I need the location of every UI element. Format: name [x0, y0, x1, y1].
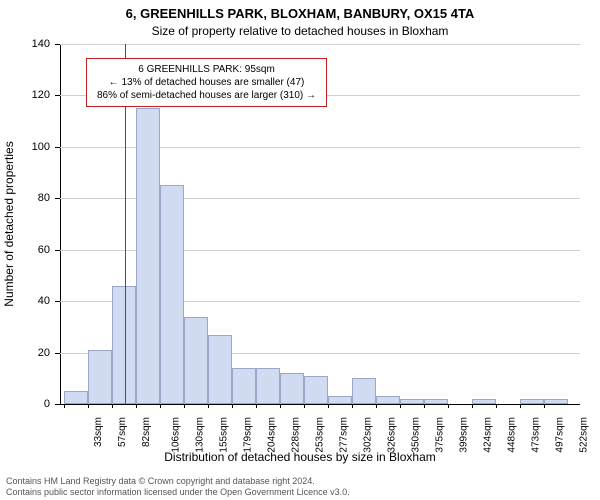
footer-line-2: Contains public sector information licen…	[6, 487, 350, 498]
x-tick-label: 399sqm	[460, 417, 470, 453]
y-tick-mark	[55, 301, 60, 302]
x-axis-line	[60, 404, 580, 405]
x-tick-mark	[496, 404, 497, 408]
x-tick-label: 33sqm	[94, 417, 104, 447]
bar	[136, 108, 160, 404]
x-tick-mark	[520, 404, 521, 408]
x-tick-mark	[232, 404, 233, 408]
y-tick-mark	[55, 95, 60, 96]
x-tick-mark	[136, 404, 137, 408]
y-tick-label: 0	[0, 399, 50, 410]
x-tick-label: 448sqm	[508, 417, 518, 453]
x-tick-mark	[208, 404, 209, 408]
footer: Contains HM Land Registry data © Crown c…	[6, 476, 350, 498]
plot-area: 6 GREENHILLS PARK: 95sqm ← 13% of detach…	[60, 44, 580, 404]
y-axis-label: Number of detached properties	[2, 141, 16, 306]
x-tick-label: 424sqm	[484, 417, 494, 453]
chart-title: 6, GREENHILLS PARK, BLOXHAM, BANBURY, OX…	[0, 6, 600, 21]
x-tick-label: 350sqm	[412, 417, 422, 453]
x-tick-label: 204sqm	[268, 417, 278, 453]
y-tick-label: 120	[0, 90, 50, 101]
x-tick-mark	[424, 404, 425, 408]
bar	[376, 396, 400, 404]
x-tick-label: 228sqm	[292, 417, 302, 453]
x-tick-mark	[328, 404, 329, 408]
bar	[208, 335, 232, 404]
bar	[184, 317, 208, 404]
bar	[472, 399, 496, 404]
x-tick-mark	[160, 404, 161, 408]
y-tick-mark	[55, 44, 60, 45]
x-tick-label: 82sqm	[142, 417, 152, 447]
annotation-line-2: ← 13% of detached houses are smaller (47…	[97, 76, 316, 89]
bar	[424, 399, 448, 404]
bar	[352, 378, 376, 404]
x-tick-mark	[376, 404, 377, 408]
x-tick-mark	[352, 404, 353, 408]
x-tick-label: 57sqm	[118, 417, 128, 447]
x-tick-mark	[184, 404, 185, 408]
x-tick-label: 326sqm	[388, 417, 398, 453]
chart-container: 6, GREENHILLS PARK, BLOXHAM, BANBURY, OX…	[0, 0, 600, 500]
x-tick-label: 253sqm	[316, 417, 326, 453]
y-tick-mark	[55, 404, 60, 405]
bar	[256, 368, 280, 404]
bar	[544, 399, 568, 404]
x-tick-label: 302sqm	[364, 417, 374, 453]
x-tick-label: 106sqm	[172, 417, 182, 453]
x-tick-label: 375sqm	[436, 417, 446, 453]
annotation-line-1: 6 GREENHILLS PARK: 95sqm	[97, 63, 316, 76]
annotation-line-3: 86% of semi-detached houses are larger (…	[97, 89, 316, 102]
x-tick-label: 497sqm	[556, 417, 566, 453]
bar	[520, 399, 544, 404]
bar	[304, 376, 328, 404]
x-tick-mark	[256, 404, 257, 408]
bar	[160, 185, 184, 404]
bar	[88, 350, 112, 404]
bar	[64, 391, 88, 404]
x-tick-mark	[304, 404, 305, 408]
y-tick-mark	[55, 353, 60, 354]
y-tick-label: 140	[0, 39, 50, 50]
x-tick-mark	[280, 404, 281, 408]
x-tick-label: 277sqm	[340, 417, 350, 453]
x-axis-label: Distribution of detached houses by size …	[0, 450, 600, 464]
x-tick-mark	[112, 404, 113, 408]
x-tick-mark	[400, 404, 401, 408]
bar	[400, 399, 424, 404]
x-tick-label: 522sqm	[580, 417, 590, 453]
x-tick-mark	[64, 404, 65, 408]
x-tick-mark	[448, 404, 449, 408]
y-tick-label: 20	[0, 348, 50, 359]
footer-line-1: Contains HM Land Registry data © Crown c…	[6, 476, 350, 487]
x-tick-label: 473sqm	[532, 417, 542, 453]
bar	[232, 368, 256, 404]
x-tick-label: 155sqm	[220, 417, 230, 453]
y-tick-mark	[55, 147, 60, 148]
chart-subtitle: Size of property relative to detached ho…	[0, 24, 600, 38]
bar	[328, 396, 352, 404]
x-tick-mark	[88, 404, 89, 408]
annotation-box: 6 GREENHILLS PARK: 95sqm ← 13% of detach…	[86, 58, 327, 107]
x-tick-label: 179sqm	[244, 417, 254, 453]
y-tick-mark	[55, 198, 60, 199]
bar	[280, 373, 304, 404]
x-tick-mark	[472, 404, 473, 408]
x-tick-label: 130sqm	[196, 417, 206, 453]
x-tick-mark	[544, 404, 545, 408]
y-tick-mark	[55, 250, 60, 251]
